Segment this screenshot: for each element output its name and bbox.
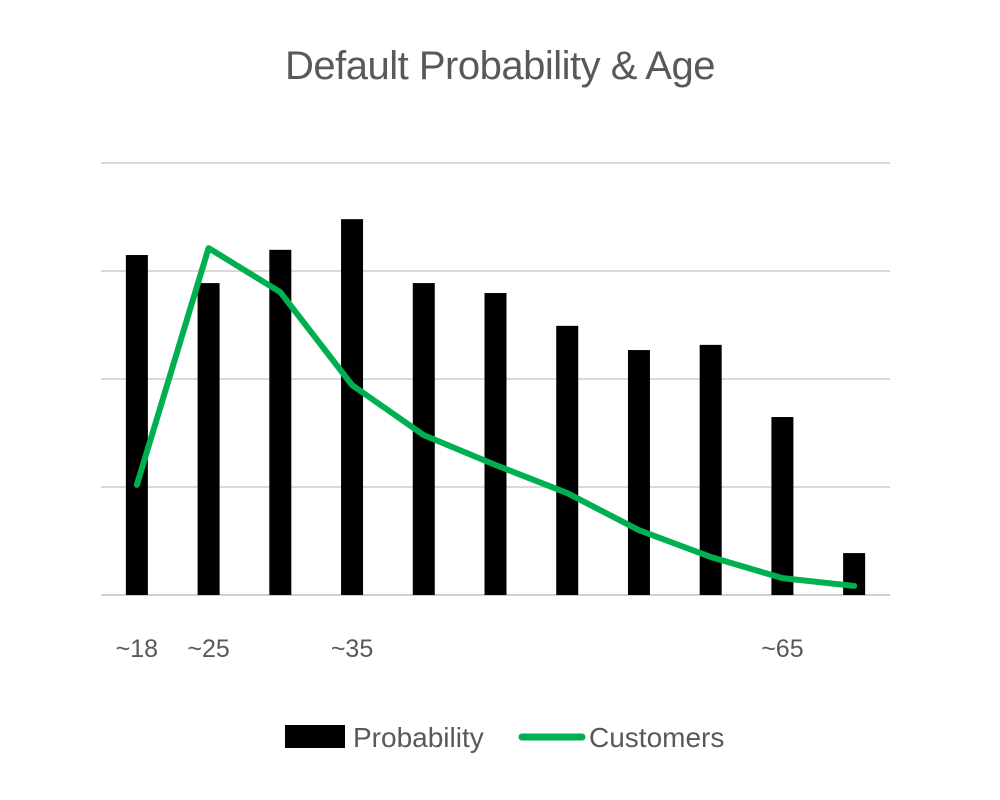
legend-label-customers: Customers [589, 722, 724, 753]
bar-probability [699, 344, 722, 595]
legend-swatch-probability [285, 725, 345, 748]
bar-probability [341, 219, 364, 595]
bar-probability [484, 293, 507, 595]
bar-probability [627, 350, 650, 595]
bar-probability [125, 255, 148, 596]
bar-probability [197, 283, 220, 595]
x-tick-label: ~65 [761, 635, 803, 663]
bar-probability [771, 417, 794, 595]
bar-probability [556, 325, 579, 595]
legend-label-probability: Probability [353, 722, 484, 753]
x-tick-label: ~35 [331, 635, 373, 663]
bar-probability [412, 283, 435, 595]
x-tick-label: ~25 [187, 635, 229, 663]
x-tick-label: ~18 [116, 635, 158, 663]
bar-probability [269, 249, 292, 595]
chart-title: Default Probability & Age [285, 44, 715, 88]
